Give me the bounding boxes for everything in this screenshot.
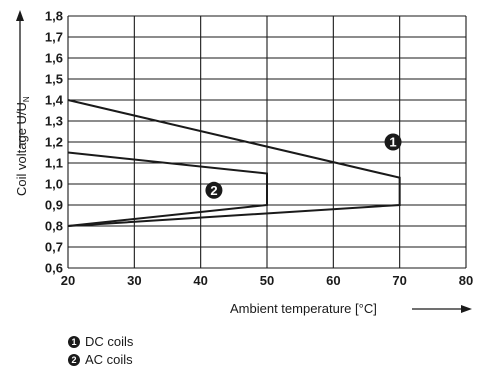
x-tick-label: 30 [127,273,141,288]
legend-marker: 2 [68,354,80,366]
x-axis-label: Ambient temperature [°C] [230,301,377,316]
grid [67,15,467,269]
x-tick-label: 60 [326,273,340,288]
series-line-1 [67,99,401,227]
series-markers: 12 [205,133,402,199]
legend-item-ac: 2 AC coils [68,351,133,369]
x-tick-label: 70 [392,273,406,288]
y-tick-label: 1,0 [45,177,63,192]
y-tick-label: 1,5 [45,72,63,87]
series-marker-circle [205,181,223,199]
legend: 1 DC coils 2 AC coils [68,333,133,369]
y-tick-label: 0,9 [45,198,63,213]
legend-label: DC coils [85,334,134,349]
y-tick-label: 1,7 [45,30,63,45]
x-tick-label: 80 [459,273,473,288]
y-tick-label: 1,8 [45,9,63,24]
axes: Coil voltage U/UN Ambient temperature [°… [14,10,472,316]
y-tick-label: 1,1 [45,156,63,171]
y-tick-label: 1,4 [45,93,64,108]
series-marker-number: 2 [210,183,217,198]
series-line-2 [67,151,268,227]
y-tick-label: 0,7 [45,240,63,255]
x-tick-label: 50 [260,273,274,288]
legend-item-dc: 1 DC coils [68,333,133,351]
y-tick-label: 0,8 [45,219,63,234]
x-tick-label: 20 [61,273,75,288]
series-marker-number: 1 [389,135,396,150]
y-tick-label: 0,6 [45,261,63,276]
y-tick-label: 1,6 [45,51,63,66]
y-tick-label: 1,3 [45,114,63,129]
legend-label: AC coils [85,352,133,367]
series [67,99,401,227]
series-marker-circle [384,133,402,151]
legend-marker: 1 [68,336,80,348]
y-tick-label: 1,2 [45,135,63,150]
x-tick-label: 40 [193,273,207,288]
x-axis-arrow-head [461,305,472,313]
y-axis-arrow-head [16,10,24,21]
tick-labels: 20 30 40 50 60 70 80 0,6 0,7 0,8 0,9 1,0 1,1 1,2 1,3 1,… [45,9,473,289]
y-axis-label: Coil voltage U/UN [14,96,31,196]
